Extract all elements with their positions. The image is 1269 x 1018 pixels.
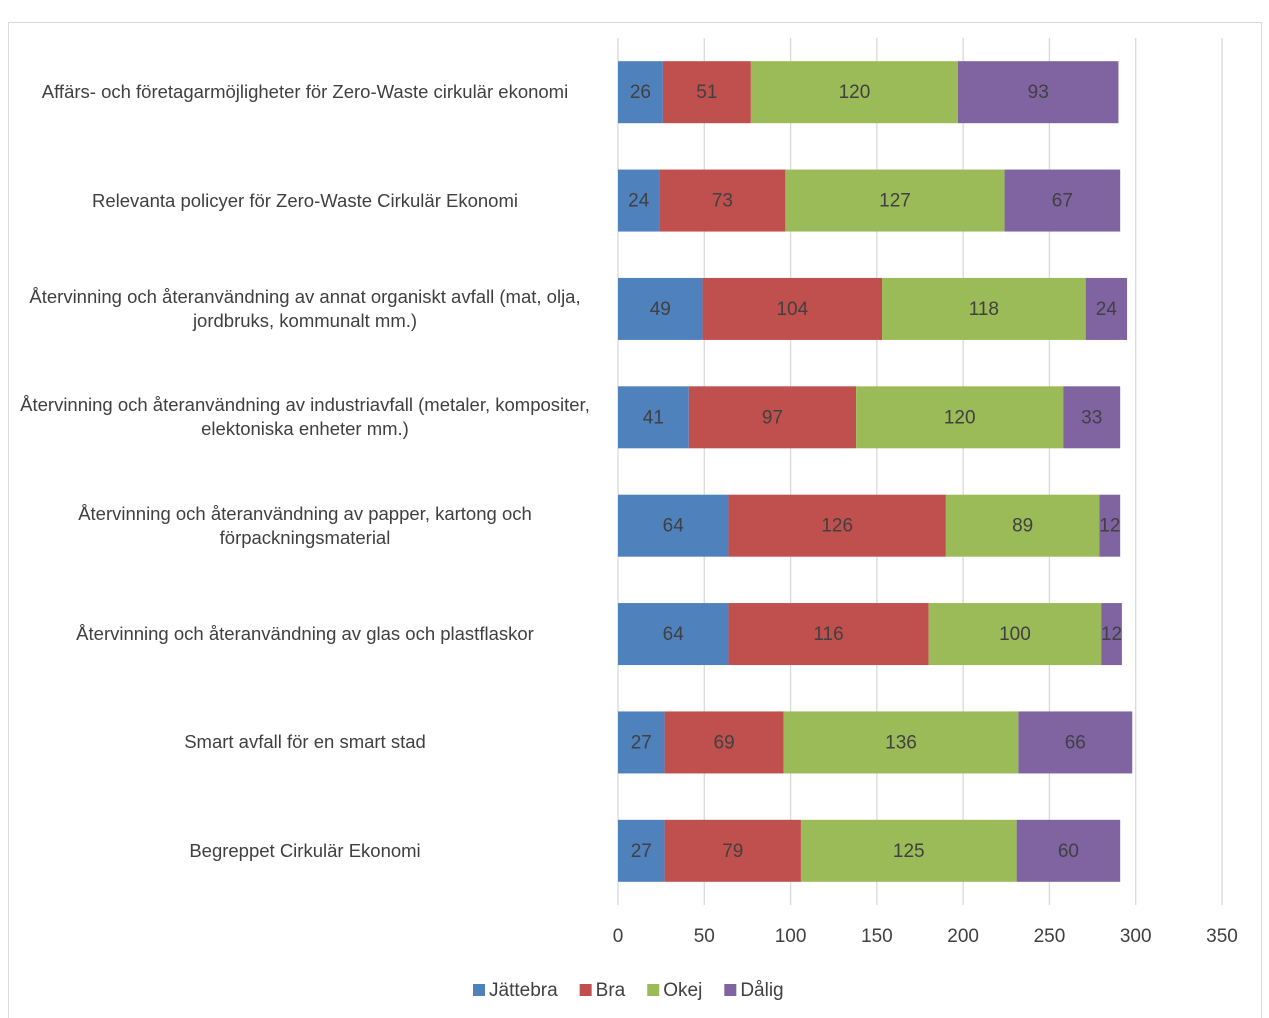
data-label: 49 [650,299,671,320]
legend-swatch [647,984,660,996]
data-label: 24 [628,191,650,212]
bar-segment [1004,169,1121,232]
bar-segment [688,386,857,449]
data-label: 73 [712,191,733,212]
data-label: 116 [813,624,843,645]
bar-segment [618,277,703,340]
bar-segment [664,711,784,774]
bar-segment [1063,386,1121,449]
bar-segment [783,711,1019,774]
bar-segment [618,169,660,232]
x-tick-label: 50 [694,926,715,947]
x-tick-label: 200 [947,926,979,947]
data-label: 67 [1052,191,1073,212]
bar-segment [618,386,689,449]
data-label: 41 [643,407,664,428]
bar-segment [800,819,1017,882]
y-tick-label: Återvinning och återanvändning av annat … [29,285,581,331]
data-label: 127 [879,191,911,212]
bar-segment [618,494,729,557]
data-label: 12 [1101,624,1122,645]
y-tick-label: Begreppet Cirkulär Ekonomi [189,839,421,861]
x-tick-label: 250 [1034,926,1066,947]
bar-segment [618,603,729,666]
data-label: 125 [893,841,925,862]
x-tick-label: 300 [1120,926,1152,947]
data-label: 100 [999,624,1031,645]
y-tick-label: Återvinning och återanvändning av papper… [78,502,532,548]
bar-segment [618,819,665,882]
legend-swatch [724,984,737,996]
data-label: 51 [696,82,717,103]
legend-label: Jättebra [489,980,558,1001]
data-label: 27 [631,841,652,862]
data-label: 126 [821,516,853,537]
bar-segment [945,494,1100,557]
data-label: 136 [885,732,917,753]
data-label: 104 [776,299,808,320]
bar-segment [702,277,883,340]
legend-swatch [473,984,485,996]
bar-segment [928,603,1102,666]
y-tick-label: Smart avfall för en smart stad [184,731,426,753]
data-label: 69 [714,732,735,753]
y-tick-label: Relevanta policyer för Zero-Waste Cirkul… [92,189,518,211]
data-label: 33 [1081,407,1102,428]
bar-segment [1016,819,1121,882]
data-label: 118 [969,299,999,320]
y-tick-label: Återvinning och återanvändning av indust… [20,394,590,440]
data-label: 66 [1065,732,1086,753]
bar-segment [659,169,786,232]
data-label: 79 [722,841,743,862]
legend-label: Bra [596,980,626,1001]
legend-label: Okej [663,980,702,1001]
x-tick-label: 350 [1206,926,1238,947]
data-label: 64 [663,516,685,537]
bar-segment [618,61,663,124]
bar-segment [662,61,751,124]
bar-segment [957,61,1119,124]
bar-segment [1101,603,1122,666]
bar-segment [728,603,929,666]
data-label: 93 [1028,82,1049,103]
x-tick-label: 0 [613,926,624,947]
bar-segment [1018,711,1133,774]
legend-swatch [579,984,592,996]
data-label: 26 [630,82,651,103]
bar-segment [618,711,665,774]
bar-segment [664,819,801,882]
data-label: 12 [1099,516,1120,537]
bar-segment [1099,494,1121,557]
bar-segment [785,169,1005,232]
bar-segment [728,494,946,557]
legend-label: Dålig [740,980,783,1001]
data-label: 24 [1096,299,1118,320]
x-tick-label: 150 [861,926,893,947]
y-tick-label: Återvinning och återanvändning av glas o… [76,623,534,645]
bar-segment [882,277,1086,340]
data-label: 64 [663,624,685,645]
data-label: 120 [944,407,976,428]
data-label: 60 [1058,841,1079,862]
bar-segment [856,386,1064,449]
chart-border [8,22,1262,1018]
x-tick-label: 100 [775,926,807,947]
bar-segment [1085,277,1128,340]
y-tick-label: Affärs- och företagarmöjligheter för Zer… [41,81,569,103]
data-label: 120 [839,82,871,103]
data-label: 27 [631,732,652,753]
data-label: 89 [1012,516,1033,537]
data-label: 97 [762,407,783,428]
bar-segment [750,61,958,124]
